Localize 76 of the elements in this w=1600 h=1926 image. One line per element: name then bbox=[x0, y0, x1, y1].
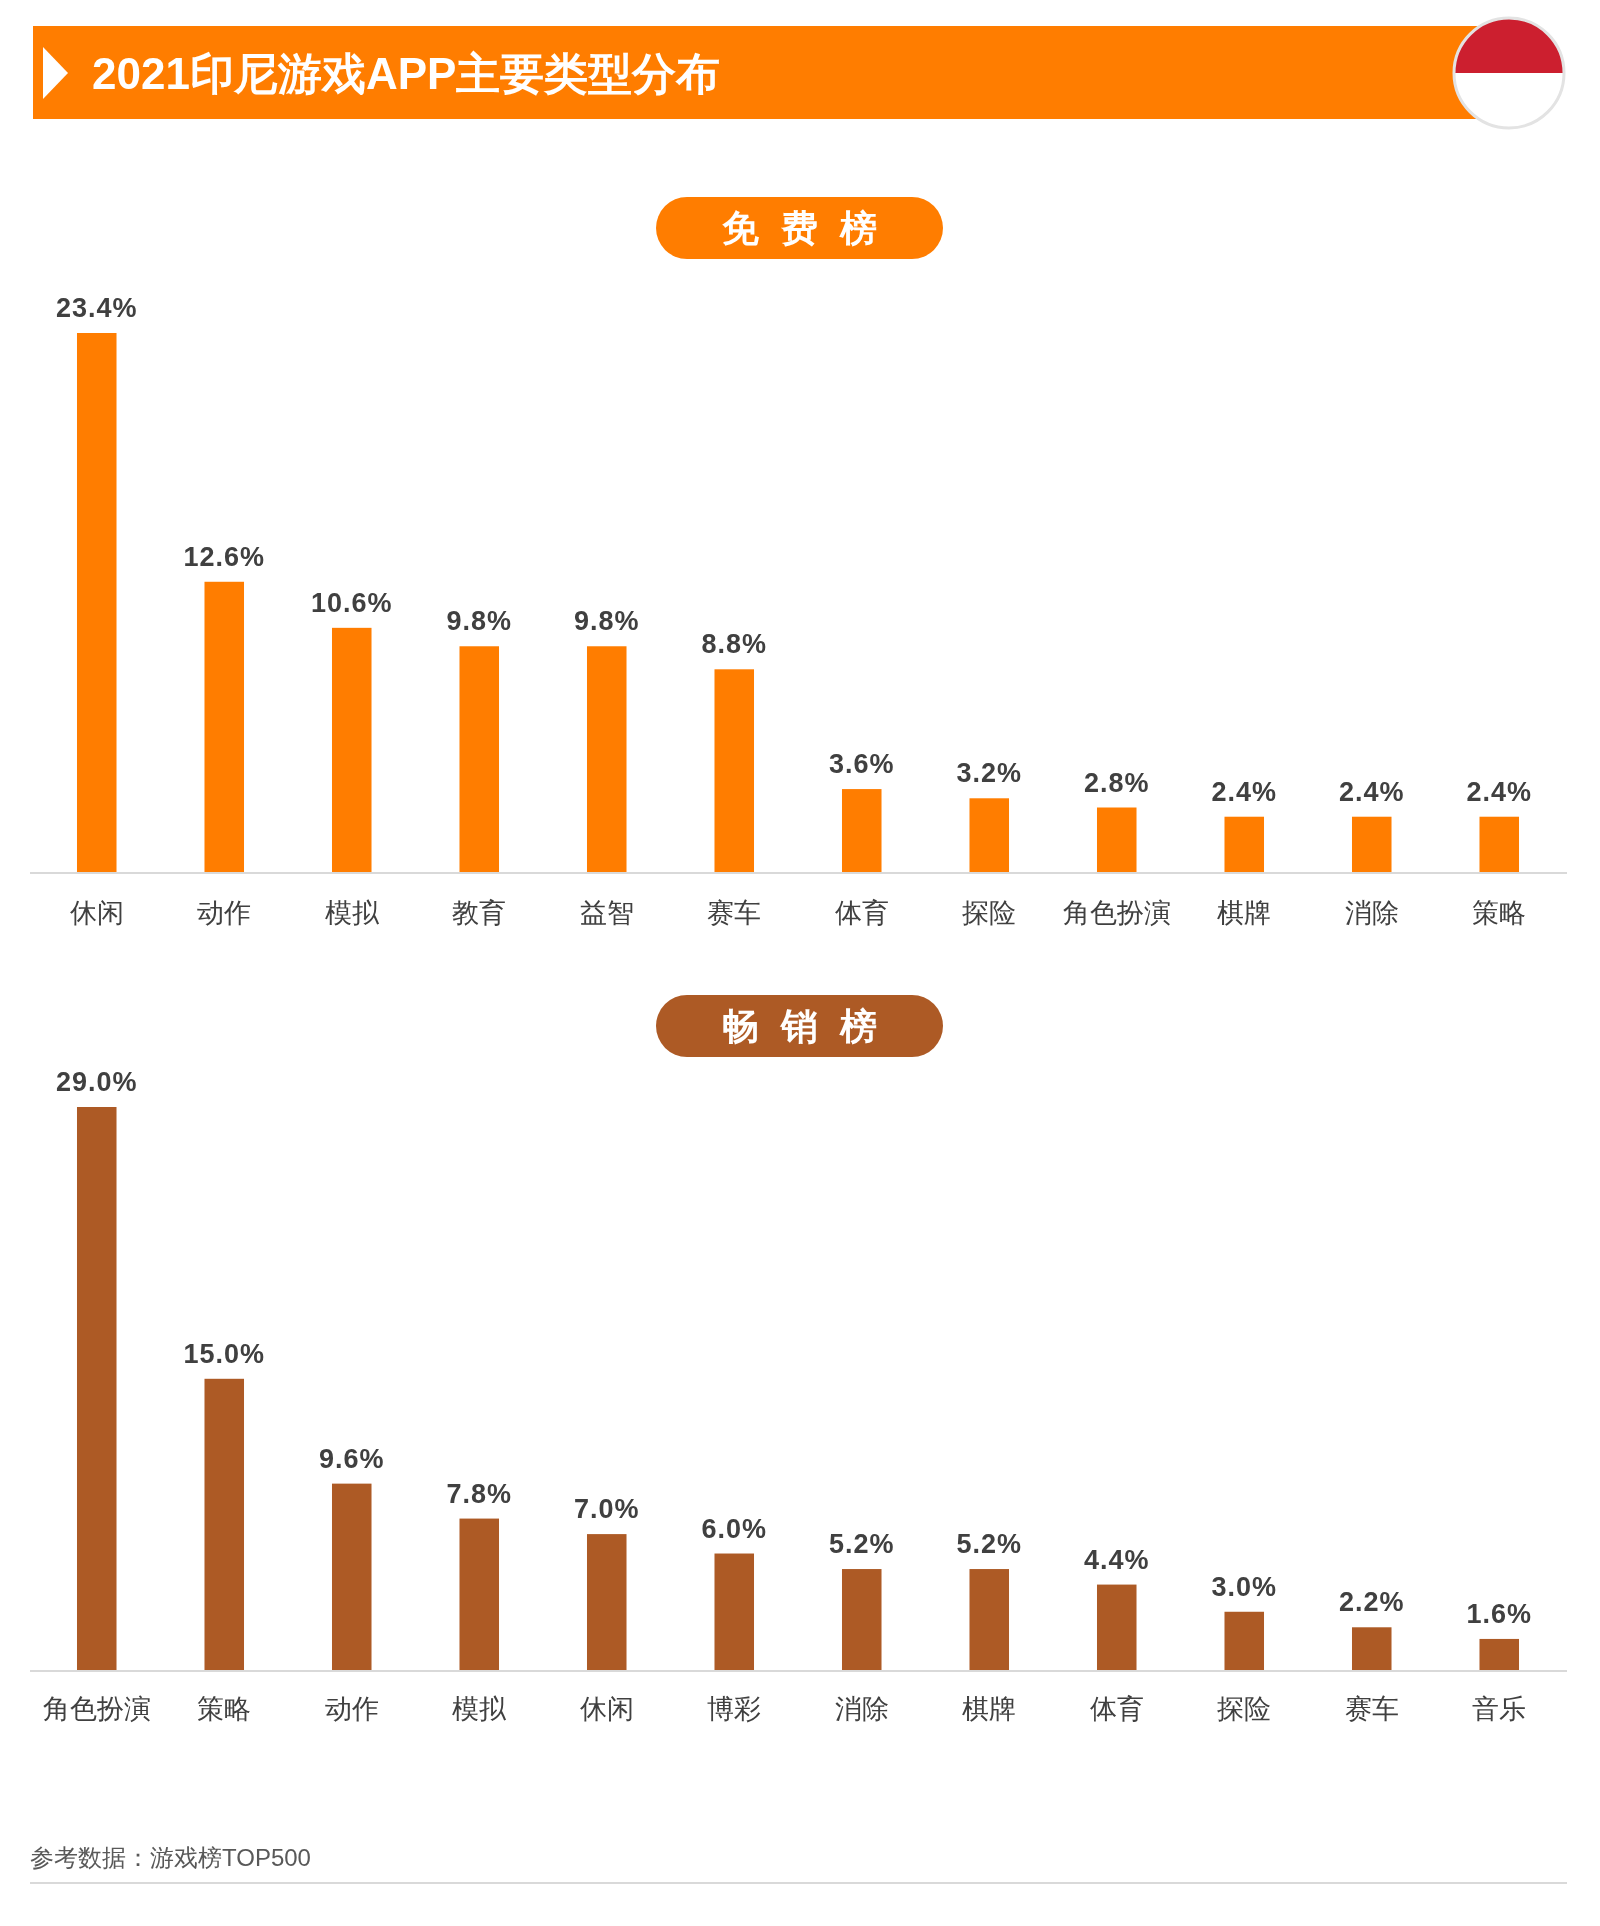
text: 参考数据：游戏榜TOP500 bbox=[30, 1844, 311, 1871]
bar bbox=[714, 1553, 755, 1670]
data-label: 1.6% bbox=[1466, 1598, 1533, 1629]
data-label: 7.0% bbox=[573, 1494, 640, 1525]
x-tick-label: 教育 bbox=[452, 898, 507, 928]
data-label: 3.2% bbox=[956, 758, 1023, 789]
x-tick-label: 动作 bbox=[324, 1694, 379, 1724]
x-tick-label: 音乐 bbox=[1472, 1694, 1527, 1724]
x-tick-label: 益智 bbox=[579, 898, 634, 928]
data-label: 2.4% bbox=[1466, 776, 1533, 807]
x-tick-label: 角色扮演 bbox=[1062, 898, 1171, 928]
data-label: 3.0% bbox=[1211, 1571, 1278, 1602]
bar bbox=[841, 789, 882, 872]
bar bbox=[76, 333, 117, 872]
bar bbox=[1224, 1611, 1265, 1670]
bar bbox=[969, 798, 1010, 872]
data-label: 12.6% bbox=[183, 541, 266, 572]
data-label: 29.0% bbox=[55, 1067, 138, 1097]
data-label: 8.8% bbox=[701, 629, 768, 660]
bar bbox=[1096, 807, 1137, 872]
x-tick-label: 赛车 bbox=[707, 898, 762, 928]
x-tick-label: 探险 bbox=[962, 898, 1017, 928]
x-tick-label: 博彩 bbox=[707, 1694, 762, 1724]
data-label: 9.6% bbox=[318, 1443, 385, 1474]
x-tick-label: 棋牌 bbox=[962, 1694, 1017, 1724]
bar bbox=[76, 1107, 117, 1670]
bar bbox=[969, 1569, 1010, 1670]
x-tick-label: 休闲 bbox=[579, 1694, 634, 1724]
x-tick-label: 动作 bbox=[197, 898, 252, 928]
data-label: 4.4% bbox=[1083, 1544, 1150, 1575]
chart-title: 2021印尼游戏APP主要类型分布 bbox=[92, 49, 721, 98]
bar bbox=[331, 1483, 372, 1670]
data-label: 23.4% bbox=[55, 293, 138, 323]
data-label: 2.8% bbox=[1083, 767, 1150, 798]
bar bbox=[1096, 1584, 1137, 1670]
data-label: 3.6% bbox=[828, 749, 895, 780]
bar bbox=[841, 1569, 882, 1670]
x-tick-label: 体育 bbox=[834, 898, 889, 928]
data-label: 9.8% bbox=[446, 606, 513, 637]
bar bbox=[1479, 1638, 1520, 1670]
bar bbox=[1224, 816, 1265, 872]
bar bbox=[459, 646, 500, 872]
x-tick-label: 模拟 bbox=[324, 898, 380, 928]
x-tick-label: 休闲 bbox=[69, 898, 124, 928]
bar bbox=[1479, 816, 1520, 872]
data-label: 5.2% bbox=[956, 1529, 1023, 1560]
bar bbox=[586, 646, 627, 872]
bar bbox=[204, 581, 245, 872]
bar bbox=[1351, 1627, 1392, 1670]
bar bbox=[1351, 816, 1392, 872]
x-tick-label: 消除 bbox=[1344, 898, 1399, 928]
data-label: 2.2% bbox=[1338, 1587, 1405, 1618]
data-label: 15.0% bbox=[183, 1338, 266, 1369]
bar bbox=[331, 627, 372, 872]
chart-subtitle: 免费榜 bbox=[722, 208, 899, 249]
bar bbox=[459, 1518, 500, 1670]
x-tick-label: 赛车 bbox=[1344, 1694, 1399, 1724]
x-tick-label: 消除 bbox=[834, 1694, 889, 1724]
data-label: 7.8% bbox=[446, 1478, 513, 1509]
chart-subtitle: 畅销榜 bbox=[722, 1006, 899, 1047]
bar bbox=[204, 1378, 245, 1670]
data-label: 2.4% bbox=[1338, 776, 1405, 807]
bar bbox=[586, 1534, 627, 1670]
x-tick-label: 策略 bbox=[1472, 898, 1527, 928]
x-tick-label: 模拟 bbox=[452, 1694, 508, 1724]
data-label: 10.6% bbox=[310, 587, 393, 618]
data-label: 9.8% bbox=[573, 606, 640, 637]
data-label: 5.2% bbox=[828, 1529, 895, 1560]
x-tick-label: 体育 bbox=[1089, 1694, 1144, 1724]
data-label: 2.4% bbox=[1211, 776, 1278, 807]
x-tick-label: 角色扮演 bbox=[42, 1694, 151, 1724]
data-label: 6.0% bbox=[701, 1513, 768, 1544]
x-tick-label: 探险 bbox=[1217, 1694, 1272, 1724]
x-tick-label: 棋牌 bbox=[1217, 898, 1272, 928]
x-tick-label: 策略 bbox=[197, 1694, 252, 1724]
bar bbox=[714, 669, 755, 872]
